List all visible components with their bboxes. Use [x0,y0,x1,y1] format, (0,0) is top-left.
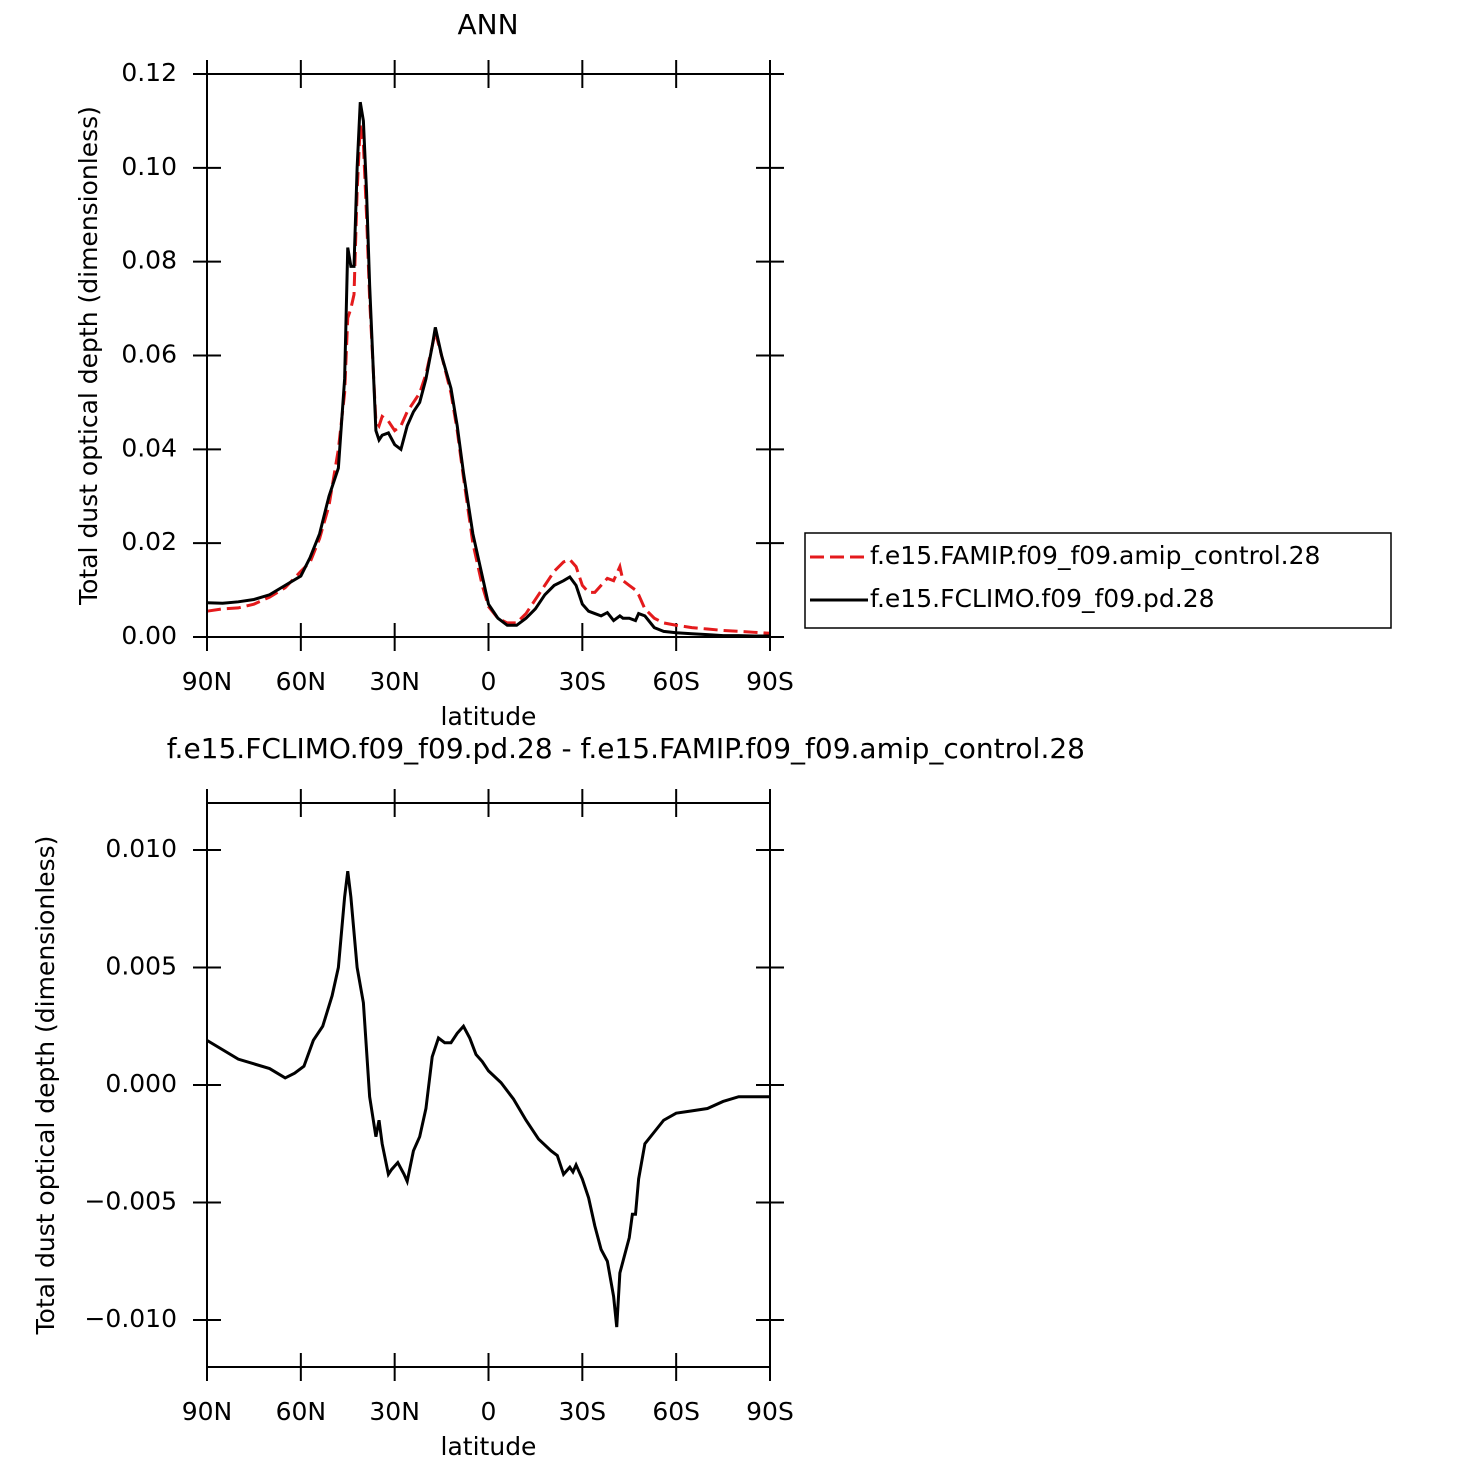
legend-label: f.e15.FCLIMO.f09_f09.pd.28 [870,584,1215,613]
x-tick-label: 30N [369,1397,420,1426]
y-tick-label: 0.06 [121,340,177,369]
x-tick-label: 30S [558,667,606,696]
x-axis-label: latitude [441,1432,537,1461]
x-tick-label: 60S [652,667,700,696]
x-tick-label: 0 [481,667,497,696]
chart-title: f.e15.FCLIMO.f09_f09.pd.28 - f.e15.FAMIP… [167,732,1085,765]
chart-title: ANN [457,8,518,41]
x-tick-label: 90S [746,667,794,696]
x-axis-label: latitude [441,702,537,731]
y-tick-label: 0.000 [105,1069,177,1098]
y-tick-label: 0.04 [121,433,177,462]
data-line [206,125,771,635]
y-tick-label: 0.12 [121,58,177,87]
x-tick-label: 0 [481,1397,497,1426]
data-line [206,870,770,1328]
y-tick-label: −0.005 [84,1187,177,1216]
y-axis-label: Total dust optical depth (dimensionless) [74,106,103,606]
x-tick-label: 30S [558,1397,606,1426]
y-tick-label: 0.010 [105,834,177,863]
x-tick-label: 90N [182,667,233,696]
x-tick-label: 60N [276,1397,327,1426]
legend-label: f.e15.FAMIP.f09_f09.amip_control.28 [870,541,1320,570]
plot-frame [206,73,771,638]
x-tick-label: 60N [276,667,327,696]
y-tick-label: 0.02 [121,527,177,556]
y-tick-label: 0.00 [121,621,177,650]
y-tick-label: 0.08 [121,246,177,275]
data-line [206,101,770,638]
legend-box [804,532,1392,629]
y-tick-label: 0.005 [105,952,177,981]
y-tick-label: −0.010 [84,1304,177,1333]
y-axis-label: Total dust optical depth (dimensionless) [31,836,60,1336]
x-tick-label: 30N [369,667,420,696]
x-tick-label: 60S [652,1397,700,1426]
plot-frame [206,802,771,1368]
x-tick-label: 90N [182,1397,233,1426]
y-tick-label: 0.10 [121,152,177,181]
x-tick-label: 90S [746,1397,794,1426]
